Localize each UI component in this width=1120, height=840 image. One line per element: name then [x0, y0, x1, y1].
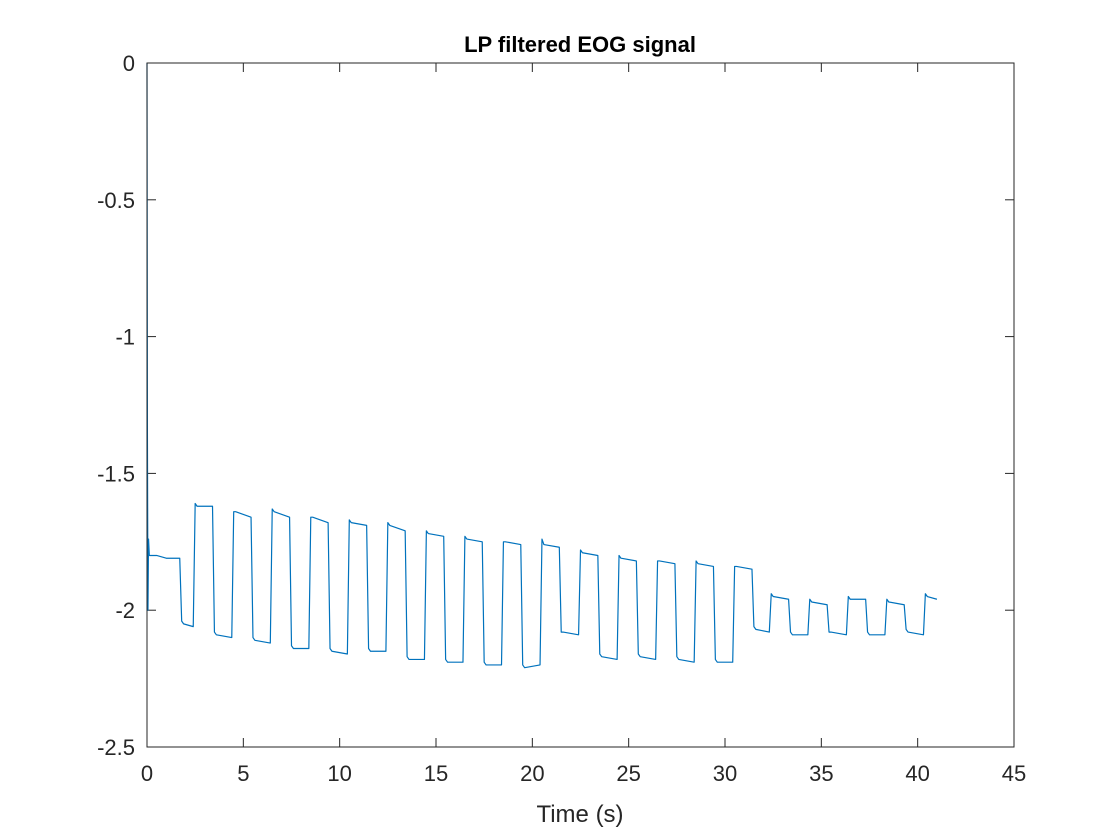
series-line [146, 62, 938, 669]
chart-title: LP filtered EOG signal [464, 32, 696, 57]
y-tick-label: -2 [115, 598, 135, 623]
x-tick-label: 0 [141, 761, 153, 786]
series-group [146, 62, 938, 669]
y-tick-label: -0.5 [97, 188, 135, 213]
tick-labels: 0 5 10 15 20 25 30 35 40 45 0 -0.5 -1 -1.5 -2 -2.5 [97, 51, 1026, 786]
x-tick-label: 15 [424, 761, 448, 786]
y-tick-label: -1 [115, 325, 135, 350]
y-tick-label: 0 [123, 51, 135, 76]
x-tick-label: 40 [905, 761, 929, 786]
plot-area [147, 63, 1014, 747]
y-tick-label: -1.5 [97, 461, 135, 486]
x-axis-label: Time (s) [536, 801, 623, 828]
x-tick-label: 35 [809, 761, 833, 786]
x-tick-label: 10 [327, 761, 351, 786]
x-tick-label: 25 [616, 761, 640, 786]
x-tick-label: 30 [713, 761, 737, 786]
axes-box [146, 62, 1015, 748]
x-tick-label: 5 [237, 761, 249, 786]
x-tick-label: 20 [520, 761, 544, 786]
x-tick-label: 45 [1002, 761, 1026, 786]
y-tick-label: -2.5 [97, 735, 135, 760]
